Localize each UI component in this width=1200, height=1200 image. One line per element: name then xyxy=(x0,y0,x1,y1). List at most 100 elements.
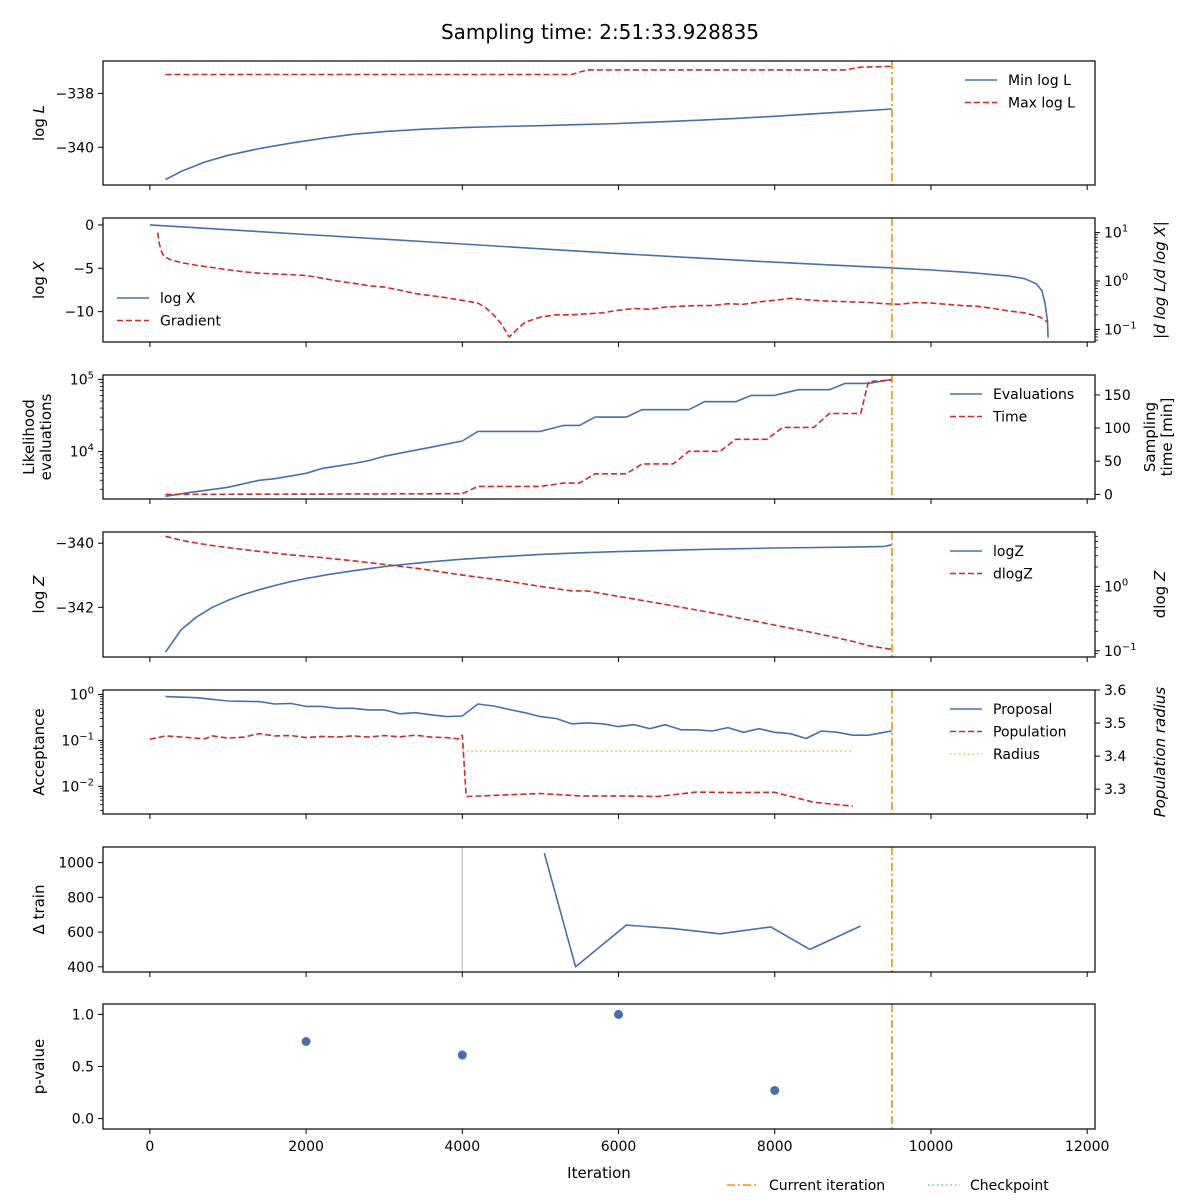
legend-label: Proposal xyxy=(993,702,1052,718)
y2-tick-label: 100 xyxy=(1104,421,1131,437)
y-tick-label: 105 xyxy=(70,370,94,388)
y-tick-label: 0 xyxy=(85,218,94,234)
series-dlogz-line xyxy=(165,535,893,651)
series-6-1-line xyxy=(543,852,862,968)
x-tick-label: 10000 xyxy=(909,1139,954,1155)
legend-label: Evaluations xyxy=(993,387,1074,403)
panel-3: 104 105 0 50 100 150 Likelihoodevaluations Samp… xyxy=(20,370,1176,504)
plot-frame xyxy=(102,846,1096,973)
y2-tick-label: 3.4 xyxy=(1104,749,1126,765)
panel-5: 10−2 10−1 100 3.3 3.4 3.5 3.6 Acceptance Populat… xyxy=(30,683,1169,819)
y-tick-label: 100 xyxy=(70,685,94,703)
x-tick-label: 12000 xyxy=(1065,1139,1110,1155)
plot-frame xyxy=(102,217,1096,343)
x-tick-label: 0 xyxy=(145,1139,154,1155)
legend-label: Max log L xyxy=(1008,96,1075,112)
y-tick-label: −5 xyxy=(73,261,94,277)
y2-tick-label: 100 xyxy=(1104,577,1128,595)
y-tick-label: −338 xyxy=(56,86,94,102)
y-tick-label: 600 xyxy=(67,925,94,941)
series-min-log-l-line xyxy=(165,108,892,181)
legend-label: Population xyxy=(993,725,1067,741)
series-evaluations-line xyxy=(165,378,893,498)
y2-tick-label: 150 xyxy=(1104,388,1131,404)
y-axis-label: Acceptance xyxy=(30,708,48,795)
legend-label: logZ xyxy=(993,544,1024,560)
legend: Evaluations Time xyxy=(950,387,1074,426)
data-point xyxy=(301,1037,311,1046)
y-tick-label: −342 xyxy=(56,600,94,616)
bottom-legend: Current iteration Checkpoint xyxy=(727,1178,1049,1194)
plot-frame xyxy=(102,689,1096,815)
series-max-log-l-line xyxy=(165,65,892,76)
legend-label: log X xyxy=(160,291,196,307)
x-axis-label: Iteration xyxy=(567,1164,631,1182)
y-tick-label: −340 xyxy=(56,536,94,552)
legend: Proposal Population Radius xyxy=(950,702,1067,763)
legend-label: Radius xyxy=(993,747,1040,763)
y2-tick-label: 100 xyxy=(1104,272,1128,290)
y2-axis-label: dlog Z xyxy=(1151,570,1169,618)
y2-tick-label: 3.5 xyxy=(1104,716,1126,732)
legend-label: dlogZ xyxy=(993,567,1033,583)
series-time-line xyxy=(165,379,892,496)
legend-label: Time xyxy=(992,410,1027,426)
series-proposal-line xyxy=(165,695,893,740)
bottom-legend-label: Current iteration xyxy=(769,1178,885,1194)
panels: −340 −338 log L Min log L Max log L 0 −5 −10 10−… xyxy=(20,60,1176,1155)
y2-tick-label: 0 xyxy=(1104,487,1113,503)
y-tick-label: 400 xyxy=(67,960,94,976)
data-point xyxy=(614,1009,624,1019)
y2-axis-label: Population radius xyxy=(1151,687,1169,818)
y-tick-label: 800 xyxy=(67,890,94,906)
y-tick-label: −340 xyxy=(56,140,94,156)
y2-tick-label: 10−1 xyxy=(1104,320,1137,338)
data-point xyxy=(457,1050,467,1060)
y2-axis-label: Samplingtime [min] xyxy=(1141,398,1176,477)
legend: Min log L Max log L xyxy=(965,73,1075,112)
y2-tick-label: 3.3 xyxy=(1104,782,1126,798)
plot-frame xyxy=(102,60,1096,186)
x-tick-label: 2000 xyxy=(288,1139,324,1155)
legend: log X Gradient xyxy=(117,291,221,330)
y-axis-label: log Z xyxy=(30,575,48,614)
y-tick-label: 10−1 xyxy=(61,731,94,749)
series-7-1 xyxy=(301,1009,780,1095)
series-logz-line xyxy=(164,544,893,653)
panel-6: 400 600 800 1000 Δ train xyxy=(30,846,1096,977)
plot-frame xyxy=(102,374,1096,500)
x-tick-label: 6000 xyxy=(601,1139,637,1155)
y-tick-label: 1000 xyxy=(58,856,94,872)
y-axis-label: log X xyxy=(30,260,48,299)
chart-title: Sampling time: 2:51:33.928835 xyxy=(441,20,759,44)
y-tick-label: −10 xyxy=(64,305,94,321)
legend-label: Gradient xyxy=(160,314,221,330)
y2-tick-label: 10−1 xyxy=(1104,642,1137,660)
y-tick-label: 104 xyxy=(70,443,94,461)
x-tick-label: 8000 xyxy=(757,1139,793,1155)
bottom-legend-label: Checkpoint xyxy=(970,1178,1049,1194)
y2-tick-label: 50 xyxy=(1104,454,1122,470)
series-population-line xyxy=(149,732,853,807)
y2-tick-label: 3.6 xyxy=(1104,683,1126,699)
y-axis-label: Likelihoodevaluations xyxy=(20,393,55,480)
y2-tick-label: 101 xyxy=(1104,224,1128,242)
data-point xyxy=(770,1085,780,1095)
legend-label: Min log L xyxy=(1008,73,1071,89)
y-tick-label: 10−2 xyxy=(61,777,94,795)
plot-frame xyxy=(102,1003,1096,1130)
plot-frame xyxy=(102,531,1096,658)
x-tick-label: 4000 xyxy=(444,1139,480,1155)
panel-4: −340 −342 10−1 100 log Z dlog Z logZ dlogZ xyxy=(30,531,1169,662)
y-axis-label: Δ train xyxy=(30,885,48,935)
panel-2: 0 −5 −10 10−1 100 101 log X |d log L/d log X| lo… xyxy=(30,217,1169,347)
y-tick-label: 0.5 xyxy=(72,1060,94,1076)
y2-axis-label: |d log L/d log X| xyxy=(1151,221,1169,339)
panel-1: −340 −338 log L Min log L Max log L xyxy=(30,60,1096,190)
y-axis-label: p-value xyxy=(30,1039,48,1095)
legend: logZ dlogZ xyxy=(950,544,1033,583)
series-gradient-line xyxy=(156,232,1049,338)
panel-7: 0 2000 4000 6000 8000 10000 12000 0.0 0.5 1.0 p-va… xyxy=(30,1003,1110,1155)
y-tick-label: 0.0 xyxy=(72,1112,94,1128)
